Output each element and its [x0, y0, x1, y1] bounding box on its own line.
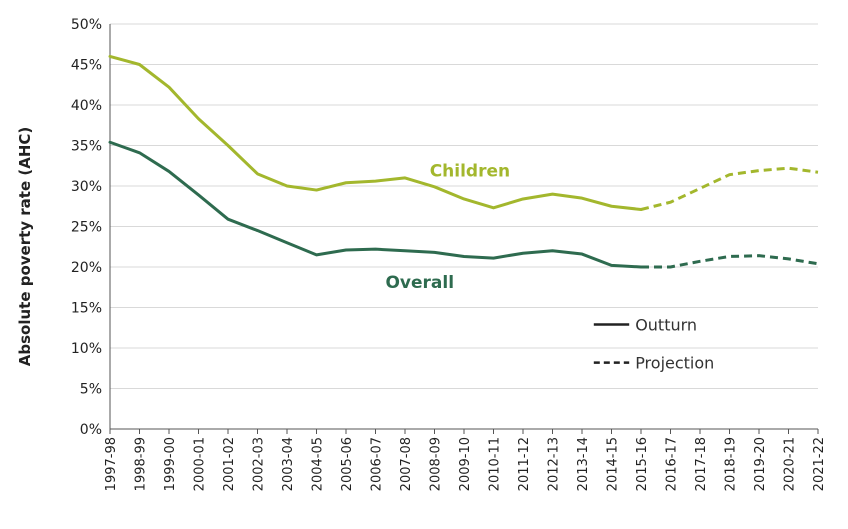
- y-tick-label: 10%: [71, 341, 102, 357]
- x-tick-label: 2005-06: [340, 437, 355, 491]
- y-tick-label: 20%: [71, 260, 102, 276]
- x-tick-label: 1997-98: [104, 437, 119, 491]
- y-axis-label: Absolute poverty rate (AHC): [16, 127, 34, 367]
- x-tick-label: 2014-15: [606, 437, 621, 491]
- x-tick-label: 2008-09: [429, 437, 444, 491]
- x-tick-label: 2019-20: [753, 437, 768, 491]
- y-tick-label: 50%: [71, 17, 102, 33]
- x-axis-ticks: 1997-98 1998-99 1999-00 2000-01 2001-02 2002-…: [104, 429, 827, 491]
- x-tick-label: 2011-12: [517, 437, 532, 491]
- legend-projection-label: Projection: [635, 354, 714, 373]
- y-tick-label: 0%: [80, 422, 102, 438]
- x-tick-label: 2004-05: [311, 437, 326, 491]
- y-tick-label: 30%: [71, 179, 102, 195]
- y-tick-label: 35%: [71, 139, 102, 155]
- x-tick-label: 2017-18: [694, 437, 709, 491]
- x-tick-label: 2016-17: [665, 437, 680, 491]
- legend-outturn-label: Outturn: [635, 316, 697, 335]
- series-label-children: Children: [430, 161, 510, 181]
- y-tick-label: 45%: [71, 58, 102, 74]
- x-tick-label: 2007-08: [399, 437, 414, 491]
- y-axis-ticks: 0% 5% 10% 15% 20% 25% 30% 35% 40% 45% 50%: [71, 17, 102, 438]
- x-tick-label: 2021-22: [812, 437, 827, 491]
- line-children-outturn: [108, 54, 643, 211]
- line-overall-outturn: [108, 140, 643, 269]
- x-tick-label: 1999-00: [163, 437, 178, 491]
- x-tick-label: 1998-99: [134, 437, 149, 491]
- x-tick-label: 2012-13: [547, 437, 562, 491]
- y-tick-label: 40%: [71, 98, 102, 114]
- series-label-overall: Overall: [385, 273, 454, 293]
- axes: [109, 24, 818, 430]
- x-tick-label: 2013-14: [576, 437, 591, 491]
- x-tick-label: 2006-07: [370, 437, 385, 491]
- x-tick-label: 2015-16: [635, 437, 650, 491]
- series-labels: Children Overall: [385, 161, 510, 293]
- y-tick-label: 15%: [71, 301, 102, 317]
- line-overall-projection: [641, 254, 819, 269]
- y-tick-label: 25%: [71, 220, 102, 236]
- line-children-projection: [640, 166, 819, 211]
- y-tick-label: 5%: [80, 382, 102, 398]
- x-tick-label: 2002-03: [252, 437, 267, 491]
- x-tick-label: 2001-02: [222, 437, 237, 491]
- legend: Outturn Projection: [593, 316, 714, 373]
- series-lines: [108, 54, 819, 269]
- gridlines: [110, 23, 818, 389]
- x-tick-label: 2018-19: [724, 437, 739, 491]
- x-tick-label: 2000-01: [193, 437, 208, 491]
- x-tick-label: 2010-11: [488, 437, 503, 491]
- x-tick-label: 2003-04: [281, 437, 296, 491]
- x-tick-label: 2009-10: [458, 437, 473, 491]
- x-tick-label: 2020-21: [783, 437, 798, 491]
